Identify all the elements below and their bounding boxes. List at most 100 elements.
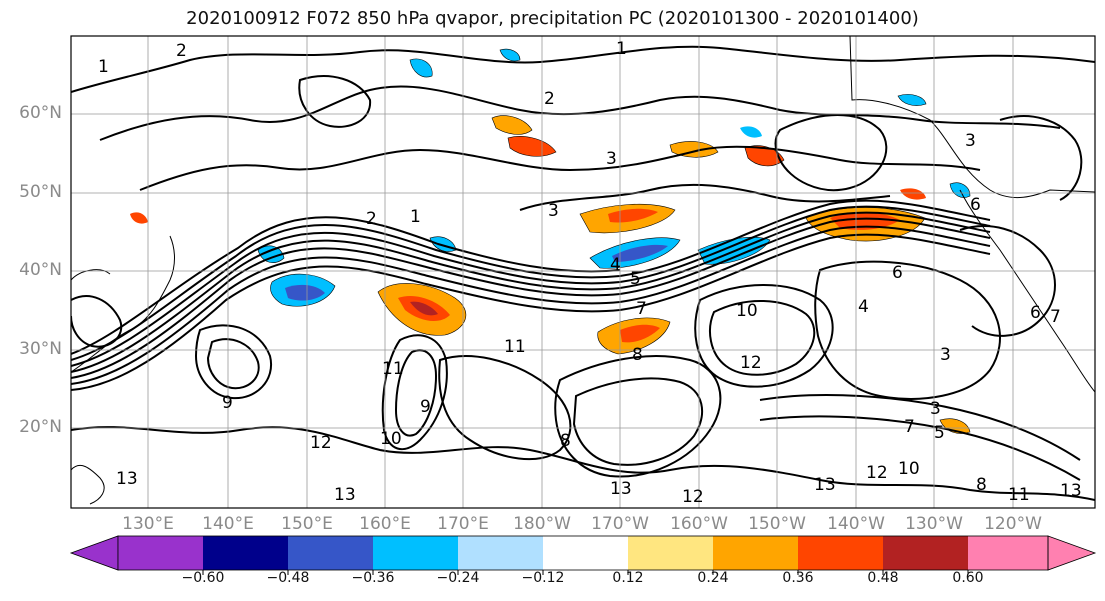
contour-line bbox=[99, 85, 1061, 141]
contour-line bbox=[959, 225, 1056, 337]
contour-label: 2 bbox=[544, 89, 555, 109]
contour-line bbox=[759, 415, 1081, 481]
contour-label: 11 bbox=[382, 359, 404, 379]
colorbar-bin bbox=[798, 536, 883, 570]
contour-label: 6 bbox=[1030, 303, 1041, 323]
contour-line bbox=[71, 217, 991, 379]
lon-label-170e: 170°E bbox=[437, 514, 489, 534]
colorbar-bin bbox=[288, 536, 373, 570]
precip-negative-patch bbox=[499, 48, 521, 62]
contour-label: 8 bbox=[976, 475, 987, 495]
precip-strong-positive-patch bbox=[620, 324, 660, 343]
precip-positive-patch bbox=[130, 212, 148, 224]
contour-line bbox=[572, 377, 703, 466]
precip-strong-negative-patch bbox=[285, 284, 325, 301]
precip-positive-patch bbox=[507, 136, 557, 157]
contour-label: 4 bbox=[858, 297, 869, 317]
lon-label-150e: 150°E bbox=[281, 514, 333, 534]
contour-label: 5 bbox=[934, 423, 945, 443]
contour-line bbox=[759, 394, 1081, 461]
contour-label: 13 bbox=[334, 485, 356, 505]
contour-line bbox=[71, 233, 991, 391]
contour-line bbox=[694, 284, 834, 388]
contour-line bbox=[71, 211, 991, 373]
contour-line bbox=[139, 145, 981, 191]
contour-label: 2 bbox=[176, 41, 187, 61]
contour-label: 12 bbox=[682, 487, 704, 507]
precip-negative-patch bbox=[740, 126, 762, 138]
contour-line bbox=[999, 115, 1083, 201]
coastline bbox=[71, 269, 111, 281]
colorbar bbox=[69, 535, 1097, 575]
colorbar-bin bbox=[543, 536, 628, 570]
colorbar-bin bbox=[203, 536, 288, 570]
contour-line bbox=[774, 114, 888, 192]
contour-label: 3 bbox=[940, 345, 951, 365]
contour-label: 13 bbox=[814, 475, 836, 495]
contour-label: 6 bbox=[970, 195, 981, 215]
lat-label-60n: 60°N bbox=[19, 103, 62, 123]
lon-label-130e: 130°E bbox=[122, 514, 174, 534]
contour-line bbox=[394, 349, 438, 437]
lat-label-50n: 50°N bbox=[19, 182, 62, 202]
contour-label: 9 bbox=[222, 393, 233, 413]
contour-label: 13 bbox=[610, 479, 632, 499]
contour-label: 3 bbox=[548, 201, 559, 221]
contour-line bbox=[554, 355, 722, 478]
precip-positive-patch bbox=[900, 188, 926, 200]
colorbar-tick-label: −0.48 bbox=[266, 570, 310, 586]
colorbar-tick-label: 0.24 bbox=[697, 570, 729, 586]
contour-label: 12 bbox=[866, 463, 888, 483]
contour-line bbox=[71, 45, 1095, 93]
lat-label-40n: 40°N bbox=[19, 260, 62, 280]
colorbar-tick-label: 0.60 bbox=[952, 570, 984, 586]
lon-label-160e: 160°E bbox=[359, 514, 411, 534]
graticule bbox=[71, 36, 1095, 508]
colorbar-bin bbox=[458, 536, 543, 570]
map-content: 1 2 1 2 3 3 3 3 2 1 4 5 6 7 8 9 10 11 12… bbox=[71, 36, 1095, 508]
precip-positive-patch bbox=[744, 145, 785, 167]
colorbar-tick-label: 0.48 bbox=[867, 570, 899, 586]
lon-label-150w: 150°W bbox=[748, 514, 806, 534]
colorbar-tick-label: −0.36 bbox=[351, 570, 395, 586]
contour-label: 11 bbox=[504, 337, 526, 357]
precip-extreme-positive-patch bbox=[410, 301, 438, 316]
precip-negative-patch bbox=[409, 58, 433, 78]
colorbar-tick-label: −0.24 bbox=[436, 570, 480, 586]
lat-label-30n: 30°N bbox=[19, 339, 62, 359]
colorbar-tick-label: 0.12 bbox=[612, 570, 644, 586]
contour-label: 3 bbox=[606, 149, 617, 169]
contour-label: 13 bbox=[1060, 481, 1082, 501]
colorbar-bin bbox=[968, 536, 1048, 570]
contour-label: 1 bbox=[410, 207, 421, 227]
coastline bbox=[71, 465, 105, 505]
contour-label: 13 bbox=[116, 469, 138, 489]
colorbar-tick-marks bbox=[202, 570, 969, 575]
contour-line bbox=[194, 324, 273, 400]
precip-positive-patch bbox=[491, 115, 533, 135]
coastlines bbox=[71, 36, 1095, 505]
contour-line bbox=[71, 216, 621, 355]
colorbar-extend-min bbox=[69, 535, 119, 571]
contour-label: 10 bbox=[898, 459, 920, 479]
colorbar-tick-label: −0.12 bbox=[521, 570, 565, 586]
contour-line bbox=[71, 205, 991, 367]
contour-label: 12 bbox=[740, 353, 762, 373]
colorbar-bin bbox=[118, 536, 203, 570]
contour-label: 9 bbox=[420, 397, 431, 417]
qvapor-contours bbox=[71, 45, 1095, 501]
precip-negative-patch bbox=[257, 245, 285, 263]
contour-line bbox=[71, 225, 991, 385]
colorbar-extend-max bbox=[1047, 535, 1097, 571]
contour-label: 12 bbox=[310, 433, 332, 453]
contour-line bbox=[206, 338, 260, 390]
contour-line bbox=[381, 334, 448, 451]
lon-label-120w: 120°W bbox=[984, 514, 1042, 534]
contour-label: 2 bbox=[366, 209, 377, 229]
contour-label-group: 1 2 1 2 3 3 3 3 2 1 4 5 6 7 8 9 10 11 12… bbox=[98, 39, 1082, 507]
colorbar-bin bbox=[373, 536, 458, 570]
lon-label-180w: 180°W bbox=[513, 514, 571, 534]
precip-strong-positive-patch bbox=[608, 208, 658, 223]
contour-label: 5 bbox=[630, 269, 641, 289]
